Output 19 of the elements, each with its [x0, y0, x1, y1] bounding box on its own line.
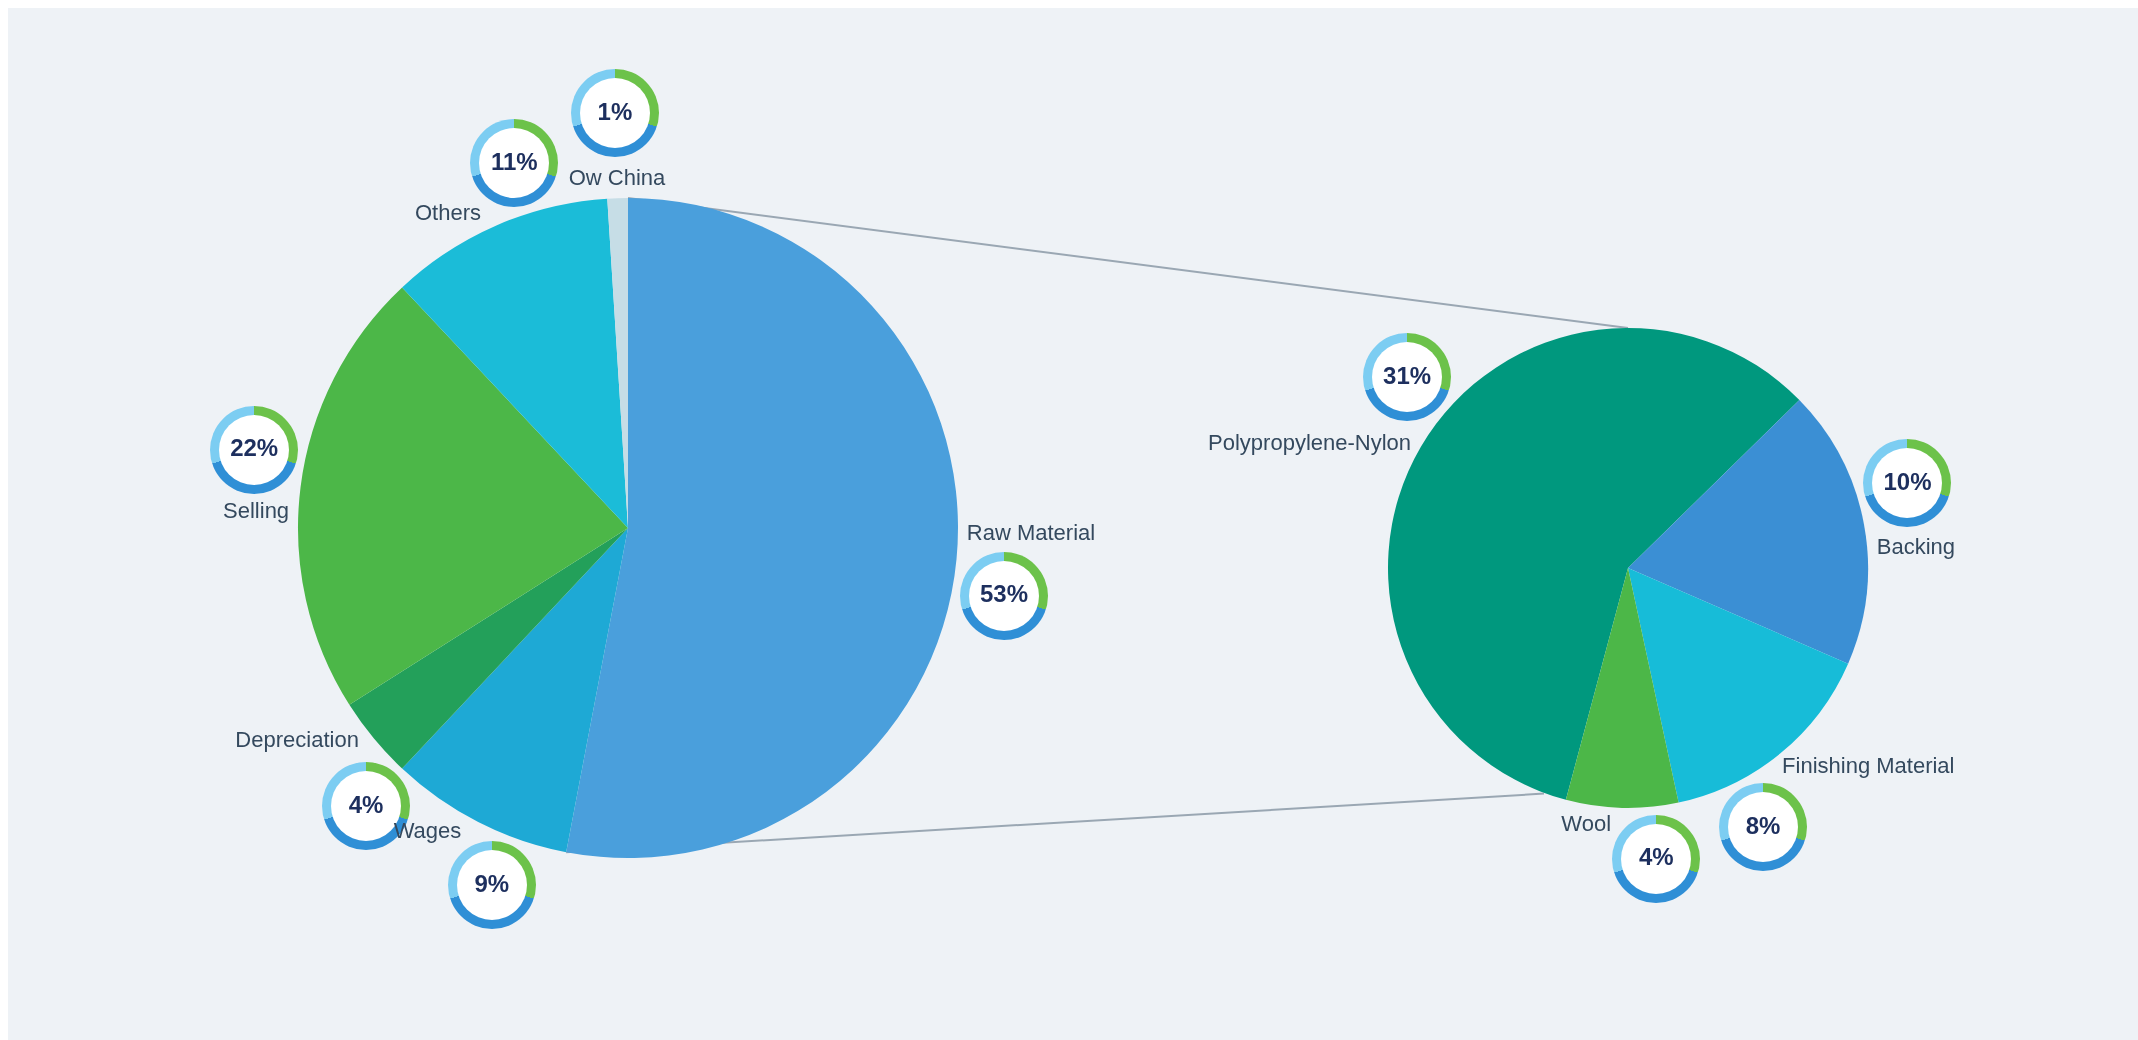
slice-label: Finishing Material: [1782, 752, 1955, 778]
slice-label: Polypropylene-Nylon: [1208, 430, 1412, 456]
data-label: 4%: [1638, 843, 1674, 871]
slice-label: Depreciation: [235, 726, 359, 752]
data-label: 11%: [490, 147, 538, 175]
data-label: 53%: [979, 580, 1028, 608]
data-label: 10%: [1883, 468, 1932, 496]
slice-label: Selling: [223, 498, 290, 524]
slice-label: Wool: [1561, 811, 1612, 837]
data-label: 22%: [230, 434, 279, 462]
data-label: 9%: [474, 869, 510, 897]
data-label: 8%: [1745, 811, 1781, 839]
slice-label: Ow China: [568, 164, 667, 190]
slice-label: Backing: [1876, 533, 1956, 559]
slice-label: Others: [414, 199, 481, 225]
data-label: 4%: [348, 790, 384, 818]
data-label: 31%: [1383, 361, 1432, 389]
slice-label: Raw Material: [966, 520, 1096, 546]
data-label: 1%: [597, 97, 633, 125]
